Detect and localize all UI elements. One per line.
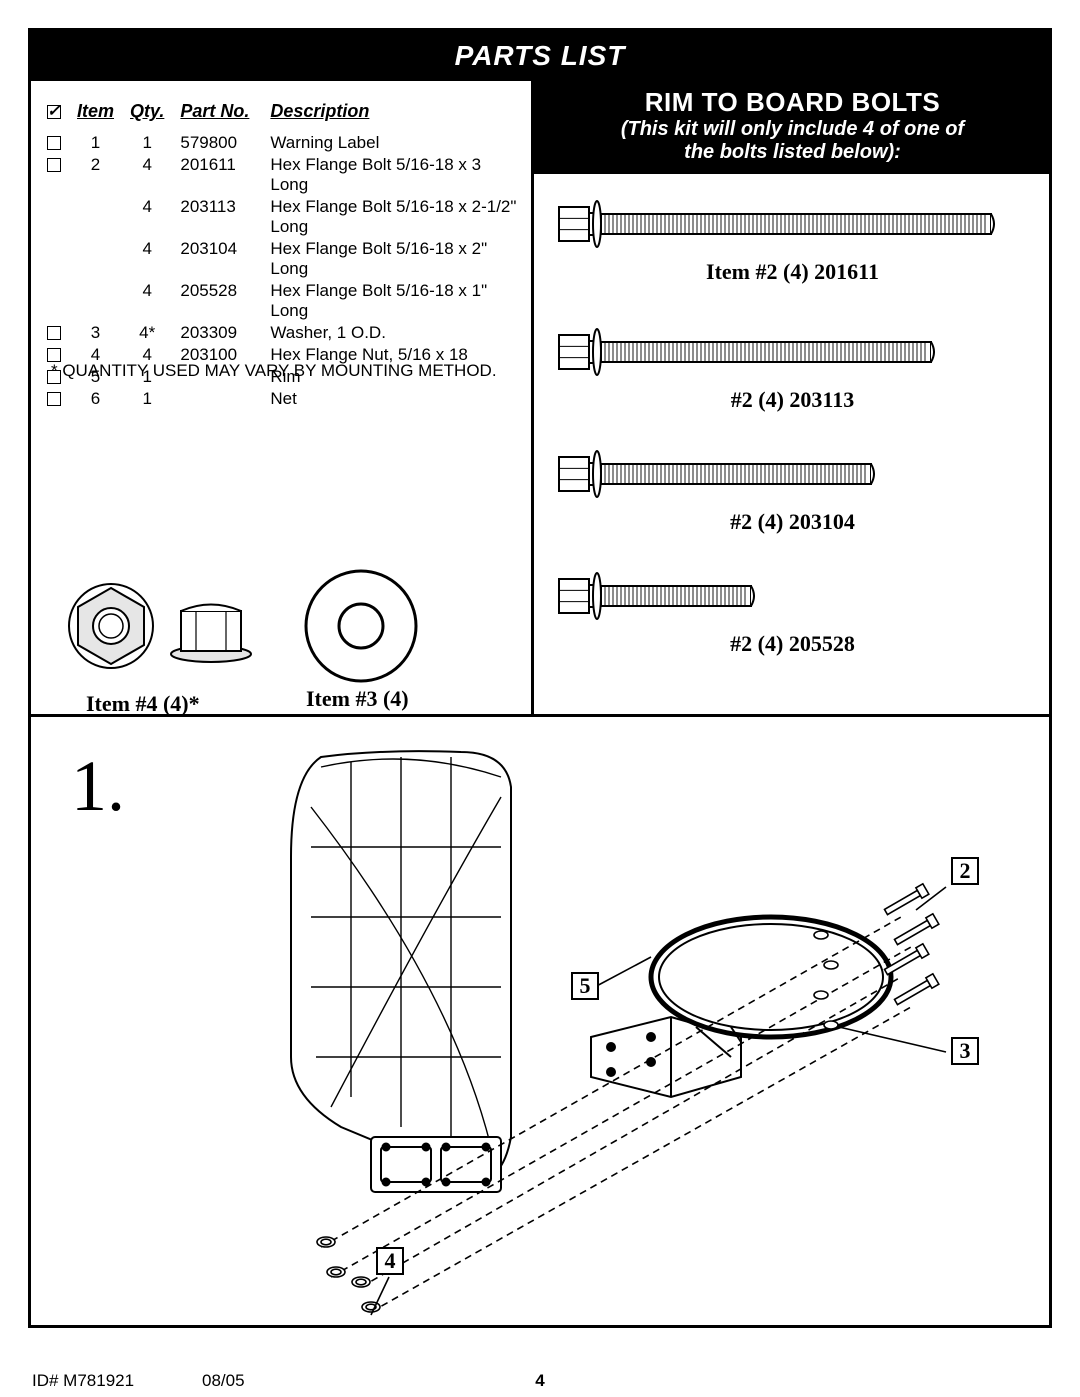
col-part: Part No. <box>172 99 262 132</box>
table-row: 11579800Warning Label <box>39 132 531 154</box>
bolt-icon <box>544 444 1041 509</box>
rim-title: RIM TO BOARD BOLTS <box>544 87 1041 118</box>
assembly-diagram-section: 1. <box>31 717 1049 1325</box>
callout-5: 5 <box>571 972 599 1000</box>
washer-illustration <box>286 551 436 701</box>
doc-id: ID# M781921 <box>32 1371 134 1390</box>
bolt-row: #2 (4) 203113 <box>544 322 1041 444</box>
col-check <box>39 99 69 132</box>
page-title: PARTS LIST <box>31 31 1049 81</box>
rim-header: RIM TO BOARD BOLTS (This kit will only i… <box>534 81 1051 174</box>
rim-subtitle: (This kit will only include 4 of one of … <box>544 118 1041 164</box>
bolt-icon <box>544 566 1041 631</box>
bolt-row: #2 (4) 203104 <box>544 444 1041 566</box>
bolt-row: #2 (4) 205528 <box>544 566 1041 684</box>
bolt-label: Item #2 (4) 201611 <box>544 259 1041 285</box>
table-row: 4203104Hex Flange Bolt 5/16-18 x 2" Long <box>39 238 531 280</box>
bolt-row: Item #2 (4) 201611 <box>544 194 1041 322</box>
table-row: 34*203309Washer, 1 O.D. <box>39 322 531 344</box>
page-footer: ID# M781921 08/05 4 <box>32 1371 1048 1391</box>
table-row: 4205528Hex Flange Bolt 5/16-18 x 1" Long <box>39 280 531 322</box>
bolts-panel: RIM TO BOARD BOLTS (This kit will only i… <box>531 81 1051 714</box>
col-desc: Description <box>262 99 531 132</box>
bolt-label: #2 (4) 203104 <box>544 509 1041 535</box>
bolt-icon <box>544 194 1041 259</box>
col-qty: Qty. <box>122 99 172 132</box>
table-row: 61Net <box>39 388 531 410</box>
quantity-footnote: * QUANTITY USED MAY VARY BY MOUNTING MET… <box>51 361 497 381</box>
assembly-diagram <box>31 717 1055 1328</box>
bolts-list: Item #2 (4) 201611 #2 (4) 203113 #2 (4) 20… <box>534 174 1051 684</box>
callout-2: 2 <box>951 857 979 885</box>
callout-3: 3 <box>951 1037 979 1065</box>
doc-date: 08/05 <box>202 1371 245 1391</box>
bolt-label: #2 (4) 203113 <box>544 387 1041 413</box>
item4-label: Item #4 (4)* <box>86 691 200 717</box>
item3-label: Item #3 (4) <box>306 686 409 712</box>
bolt-icon <box>544 322 1041 387</box>
col-item: Item <box>69 99 122 132</box>
page-number: 4 <box>535 1371 544 1391</box>
table-row: 24201611Hex Flange Bolt 5/16-18 x 3 Long <box>39 154 531 196</box>
table-row: 4203113Hex Flange Bolt 5/16-18 x 2-1/2" … <box>39 196 531 238</box>
bolt-label: #2 (4) 205528 <box>544 631 1041 657</box>
upper-section: Item Qty. Part No. Description 11579800W… <box>31 81 1049 717</box>
nut-illustration <box>61 551 261 701</box>
parts-table-column: Item Qty. Part No. Description 11579800W… <box>31 81 531 714</box>
callout-4: 4 <box>376 1247 404 1275</box>
